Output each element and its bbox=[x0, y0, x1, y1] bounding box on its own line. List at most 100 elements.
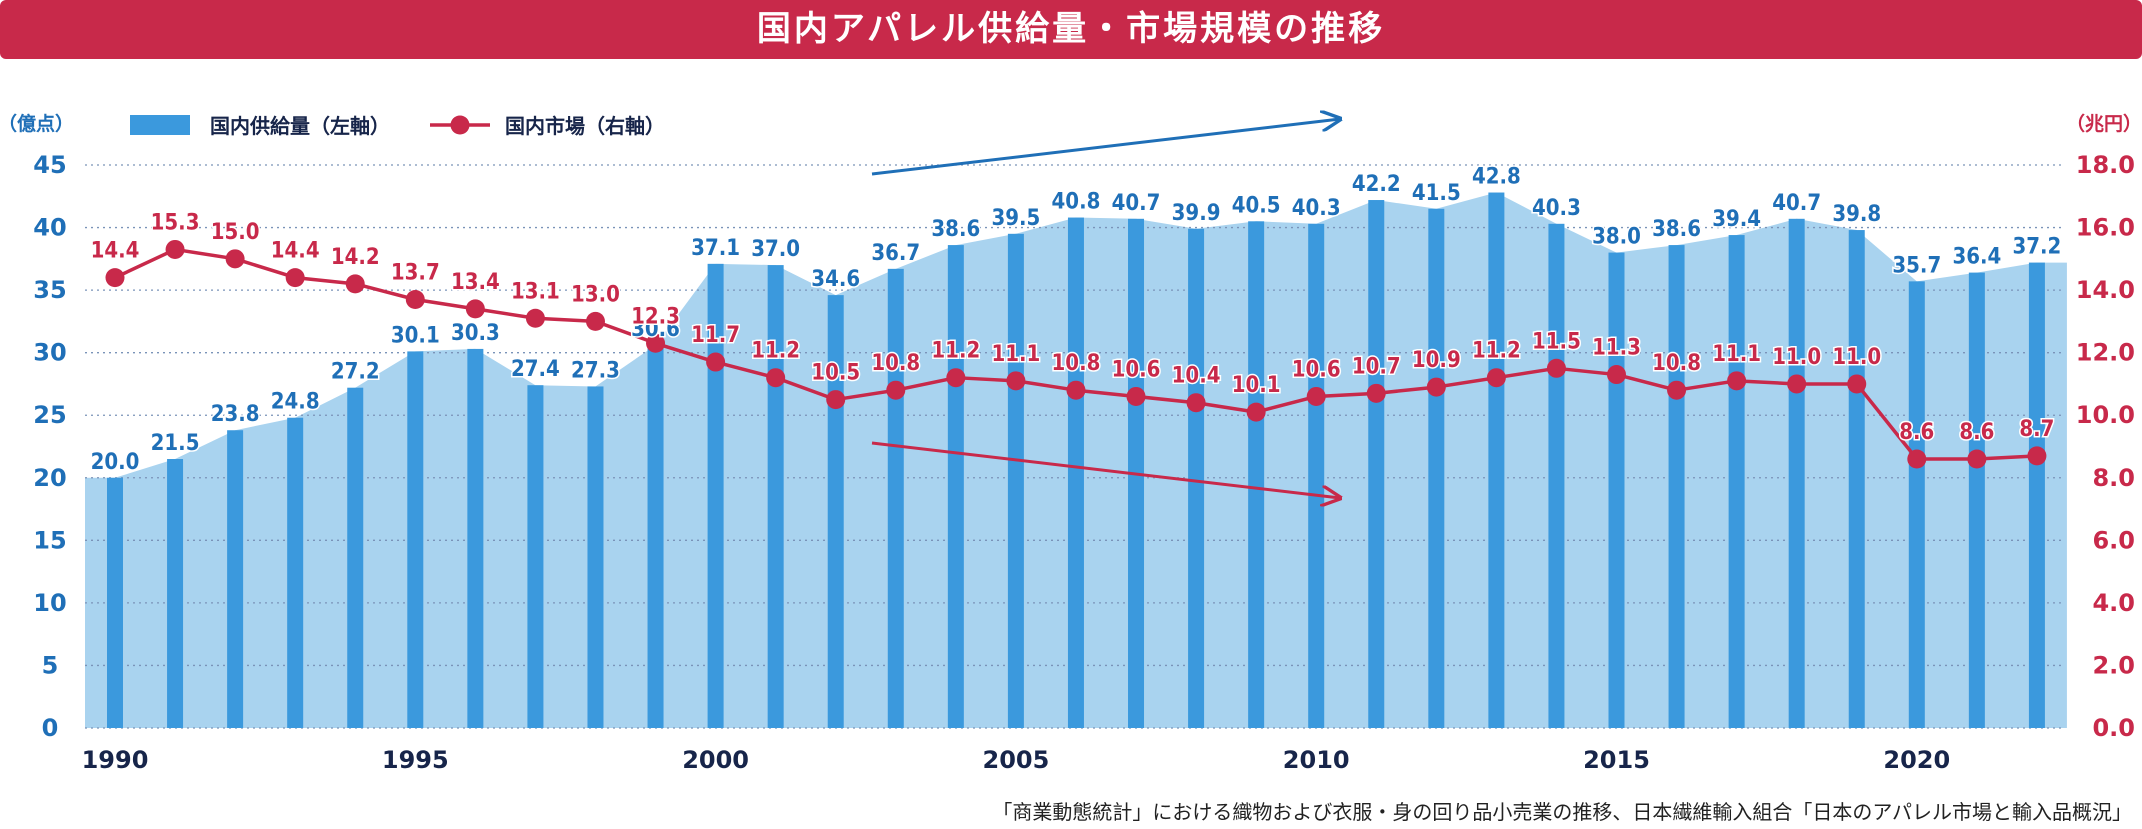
source-note: 「商業動態統計」における織物および衣服・身の回り品小売業の推移、日本繊維輸入組合… bbox=[992, 800, 2132, 824]
supply-bar bbox=[887, 268, 904, 728]
market-data-label: 8.6 bbox=[1959, 420, 1994, 445]
market-point bbox=[1546, 358, 1566, 378]
market-data-label: 14.2 bbox=[331, 245, 380, 270]
right-axis-tick: 8.0 bbox=[2092, 464, 2135, 492]
supply-data-label: 36.4 bbox=[1952, 245, 2001, 270]
x-axis-tick: 2020 bbox=[1883, 746, 1950, 774]
market-data-label: 11.1 bbox=[991, 342, 1040, 367]
right-axis-tick: 0.0 bbox=[2092, 714, 2135, 742]
market-point bbox=[525, 308, 545, 328]
market-data-label: 10.6 bbox=[1112, 357, 1161, 382]
supply-bar bbox=[1668, 245, 1685, 728]
supply-data-label: 37.1 bbox=[691, 236, 740, 261]
left-axis-tick: 35 bbox=[33, 276, 66, 304]
supply-bar bbox=[587, 386, 604, 728]
supply-data-label: 40.3 bbox=[1292, 196, 1341, 221]
market-point bbox=[225, 249, 245, 269]
supply-data-label: 42.2 bbox=[1352, 172, 1401, 197]
market-data-label: 11.2 bbox=[931, 339, 980, 364]
supply-data-label: 37.0 bbox=[751, 237, 800, 262]
market-data-label: 13.7 bbox=[391, 260, 440, 285]
supply-data-label: 38.0 bbox=[1592, 225, 1641, 250]
supply-bar bbox=[167, 459, 184, 728]
supply-data-label: 42.8 bbox=[1472, 165, 1521, 190]
supply-bar bbox=[1548, 223, 1565, 728]
market-data-label: 8.7 bbox=[2019, 417, 2054, 442]
supply-data-label: 40.8 bbox=[1052, 190, 1101, 215]
supply-data-label: 24.8 bbox=[271, 390, 320, 415]
supply-bar bbox=[227, 430, 244, 728]
market-data-label: 10.4 bbox=[1172, 364, 1221, 389]
supply-bar bbox=[2028, 262, 2045, 728]
left-axis-tick: 15 bbox=[33, 526, 66, 554]
supply-bar bbox=[1908, 281, 1925, 728]
right-axis-tick: 16.0 bbox=[2076, 214, 2135, 242]
supply-data-label: 30.1 bbox=[391, 323, 440, 348]
x-axis-tick: 1995 bbox=[382, 746, 449, 774]
supply-bar bbox=[1188, 228, 1205, 728]
supply-bar bbox=[1428, 208, 1445, 729]
market-point bbox=[465, 299, 485, 319]
right-axis-tick: 2.0 bbox=[2092, 651, 2135, 679]
legend-label-supply: 国内供給量（左軸） bbox=[210, 114, 390, 138]
market-data-label: 10.6 bbox=[1292, 357, 1341, 382]
market-data-label: 13.1 bbox=[511, 279, 560, 304]
supply-data-label: 30.6 bbox=[631, 317, 680, 342]
supply-bar bbox=[1728, 235, 1745, 728]
right-axis-tick: 12.0 bbox=[2076, 339, 2135, 367]
market-data-label: 10.7 bbox=[1352, 354, 1401, 379]
supply-bar bbox=[467, 348, 484, 728]
market-point bbox=[1186, 393, 1206, 413]
supply-bar bbox=[1007, 233, 1024, 729]
supply-data-label: 40.7 bbox=[1112, 191, 1161, 216]
supply-bar bbox=[407, 351, 424, 728]
market-data-label: 11.5 bbox=[1532, 329, 1581, 354]
supply-data-label: 36.7 bbox=[871, 241, 920, 266]
market-point bbox=[1667, 380, 1687, 400]
x-axis-tick: 2005 bbox=[983, 746, 1050, 774]
market-point bbox=[1486, 368, 1506, 388]
supply-bar bbox=[1848, 230, 1865, 728]
market-point bbox=[1366, 383, 1386, 403]
market-data-label: 12.3 bbox=[631, 304, 680, 329]
supply-data-label: 35.7 bbox=[1892, 253, 1941, 278]
market-point bbox=[1607, 365, 1626, 385]
market-point bbox=[1727, 371, 1747, 391]
market-point bbox=[1066, 380, 1086, 400]
market-point bbox=[946, 368, 966, 388]
trend-arrow-up bbox=[871, 119, 1340, 176]
market-point bbox=[706, 352, 726, 372]
left-axis-tick: 20 bbox=[33, 464, 66, 492]
left-axis-tick: 45 bbox=[33, 151, 66, 179]
legend-label-market: 国内市場（右軸） bbox=[505, 114, 665, 138]
supply-bar bbox=[1488, 192, 1505, 729]
supply-bar bbox=[347, 387, 364, 728]
market-data-label: 11.1 bbox=[1712, 342, 1761, 367]
market-point bbox=[165, 239, 185, 259]
supply-data-label: 38.6 bbox=[1652, 217, 1701, 242]
market-data-label: 15.0 bbox=[211, 220, 260, 245]
supply-bar bbox=[647, 345, 664, 728]
market-data-label: 10.1 bbox=[1232, 373, 1281, 398]
market-point bbox=[345, 274, 365, 294]
market-point bbox=[826, 390, 846, 410]
right-axis-title: （兆円） bbox=[2066, 112, 2142, 135]
market-data-label: 10.5 bbox=[811, 361, 860, 386]
supply-data-label: 20.0 bbox=[91, 450, 140, 475]
supply-data-label: 27.2 bbox=[331, 360, 380, 385]
supply-data-label: 34.6 bbox=[811, 267, 860, 292]
supply-data-label: 40.3 bbox=[1532, 196, 1581, 221]
supply-data-label: 38.6 bbox=[931, 217, 980, 242]
market-data-label: 10.9 bbox=[1412, 348, 1461, 373]
supply-bar bbox=[1608, 252, 1625, 729]
left-axis-tick: 25 bbox=[33, 401, 66, 429]
supply-bar bbox=[1788, 218, 1805, 728]
right-axis-tick: 4.0 bbox=[2092, 589, 2135, 617]
left-axis-tick: 10 bbox=[33, 589, 66, 617]
title-banner bbox=[0, 0, 2142, 59]
supply-bar bbox=[287, 417, 304, 728]
market-data-label: 8.6 bbox=[1899, 420, 1934, 445]
market-data-label: 11.2 bbox=[1472, 339, 1521, 364]
supply-bar bbox=[707, 263, 724, 728]
